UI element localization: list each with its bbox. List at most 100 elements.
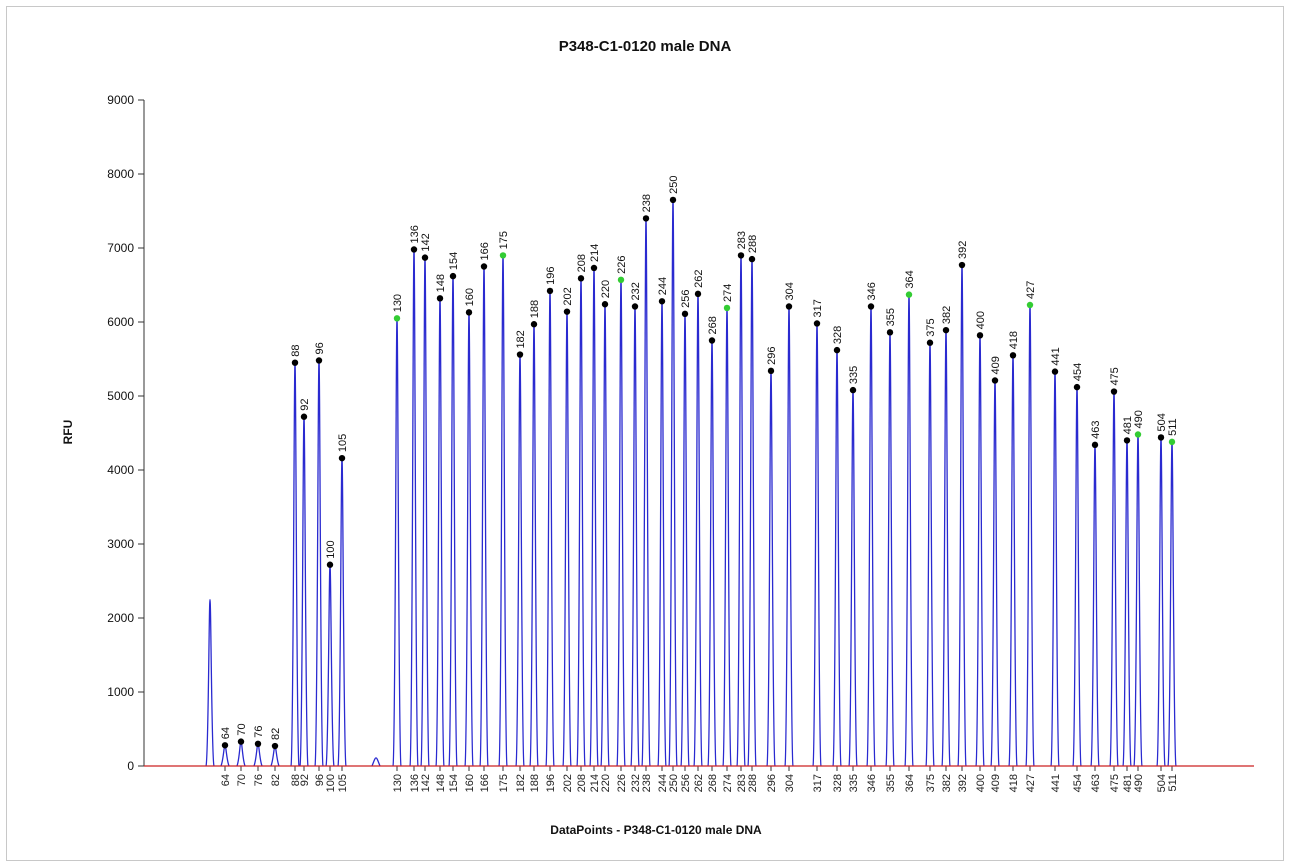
x-tick-label-400: 400 [975, 774, 987, 792]
peak-marker-375 [926, 339, 934, 346]
peak-trace-409 [990, 379, 1000, 767]
peak-trace-92 [299, 416, 309, 767]
x-tick-label-481: 481 [1122, 774, 1134, 792]
y-axis-ticks: 0 1000 2000 3000 4000 5000 6000 7000 8000 9000 [107, 93, 144, 773]
y-tick-label: 3000 [107, 537, 134, 551]
peak-trace-400 [975, 334, 985, 767]
x-tick-label-256: 256 [680, 774, 692, 792]
y-tick-label: 0 [127, 759, 134, 773]
peak-marker-136 [410, 246, 418, 253]
x-tick-label-214: 214 [589, 774, 601, 792]
x-tick-label-82: 82 [270, 774, 282, 786]
peak-trace-226 [616, 279, 626, 767]
peak-marker-82 [271, 742, 279, 750]
peak-marker-175 [499, 252, 507, 259]
peak-marker-441 [1051, 368, 1059, 375]
peak-marker-244 [658, 298, 666, 305]
peak-marker-196 [546, 287, 554, 295]
peak-label-296: 296 [766, 346, 778, 364]
peak-marker-105 [338, 454, 346, 462]
peak-marker-304 [785, 303, 793, 310]
peak-marker-382 [942, 326, 950, 334]
y-tick-label: 1000 [107, 685, 134, 699]
peak-marker-226 [617, 276, 625, 284]
peak-label-268: 268 [707, 316, 719, 334]
x-tick-label-262: 262 [693, 774, 705, 792]
peak-trace-346 [866, 305, 876, 767]
peak-trace-262 [693, 293, 703, 767]
peak-label-375: 375 [925, 318, 937, 336]
peak-marker-283 [737, 252, 745, 259]
x-tick-label-346: 346 [866, 774, 878, 792]
peak-trace-160 [464, 311, 474, 767]
peak-marker-96 [315, 357, 323, 364]
peak-marker-463 [1091, 441, 1099, 449]
peak-marker-250 [669, 196, 677, 204]
peak-trace-463 [1090, 444, 1100, 767]
peak-label-400: 400 [975, 311, 987, 329]
peak-trace-328 [832, 349, 842, 767]
peak-label-220: 220 [600, 280, 612, 298]
peak-label-504: 504 [1156, 413, 1168, 431]
peak-label-256: 256 [680, 290, 692, 308]
peak-label-382: 382 [941, 306, 953, 324]
x-tick-label-463: 463 [1090, 774, 1102, 792]
peak-trace-76 [253, 743, 263, 767]
x-tick-label-268: 268 [707, 774, 719, 792]
peak-trace-188 [529, 323, 539, 767]
peak-trace-130 [392, 317, 402, 767]
peak-trace-268 [707, 339, 717, 767]
peak-label-82: 82 [270, 728, 282, 740]
x-tick-label-238: 238 [641, 774, 653, 792]
peak-marker-400 [976, 332, 984, 339]
peak-label-283: 283 [736, 231, 748, 249]
x-tick-label-76: 76 [253, 774, 265, 786]
peak-label-202: 202 [562, 287, 574, 305]
peak-trace-100 [325, 564, 335, 767]
peak-marker-490 [1134, 431, 1142, 438]
peak-trace-296 [766, 370, 776, 767]
peak-label-335: 335 [848, 366, 860, 384]
peak-trace-504 [1156, 436, 1166, 767]
x-tick-label-154: 154 [448, 774, 460, 792]
peak-marker-160 [465, 309, 473, 316]
peak-label-105: 105 [337, 434, 349, 452]
peak-trace-427 [1025, 304, 1035, 767]
peak-marker-355 [886, 329, 894, 336]
peak-label-244: 244 [657, 277, 669, 295]
x-tick-label-418: 418 [1008, 774, 1020, 792]
peak-marker-427 [1026, 301, 1034, 309]
x-tick-label-355: 355 [885, 774, 897, 792]
x-tick-label-490: 490 [1133, 774, 1145, 792]
peak-marker-130 [393, 315, 401, 322]
peak-label-160: 160 [464, 288, 476, 306]
peak-marker-76 [254, 740, 262, 747]
peak-trace-142 [420, 256, 430, 767]
x-tick-label-188: 188 [529, 774, 541, 792]
peak-label-418: 418 [1008, 331, 1020, 349]
peak-trace-175 [498, 254, 508, 767]
peak-trace-418 [1008, 354, 1018, 767]
peak-label-364: 364 [904, 270, 916, 288]
peak-label-226: 226 [616, 255, 628, 273]
peak-trace-475 [1109, 390, 1119, 767]
x-tick-label-148: 148 [435, 774, 447, 792]
x-tick-label-274: 274 [722, 774, 734, 792]
peak-label-427: 427 [1025, 281, 1037, 299]
peak-label-262: 262 [693, 270, 705, 288]
x-tick-label-160: 160 [464, 774, 476, 792]
peak-label-64: 64 [220, 727, 232, 739]
peak-trace-283 [736, 254, 746, 767]
x-tick-label-511: 511 [1167, 774, 1179, 792]
x-tick-label-382: 382 [941, 774, 953, 792]
peak-marker-88 [291, 359, 299, 366]
peak-marker-268 [708, 337, 716, 344]
peak-marker-182 [516, 351, 524, 358]
x-tick-label-454: 454 [1072, 774, 1084, 792]
peak-label-232: 232 [630, 282, 642, 300]
x-tick-label-202: 202 [562, 774, 574, 792]
x-tick-label-250: 250 [668, 774, 680, 792]
x-tick-label-208: 208 [576, 774, 588, 792]
peak-marker-418 [1009, 352, 1017, 359]
peak-label-175: 175 [498, 231, 510, 249]
